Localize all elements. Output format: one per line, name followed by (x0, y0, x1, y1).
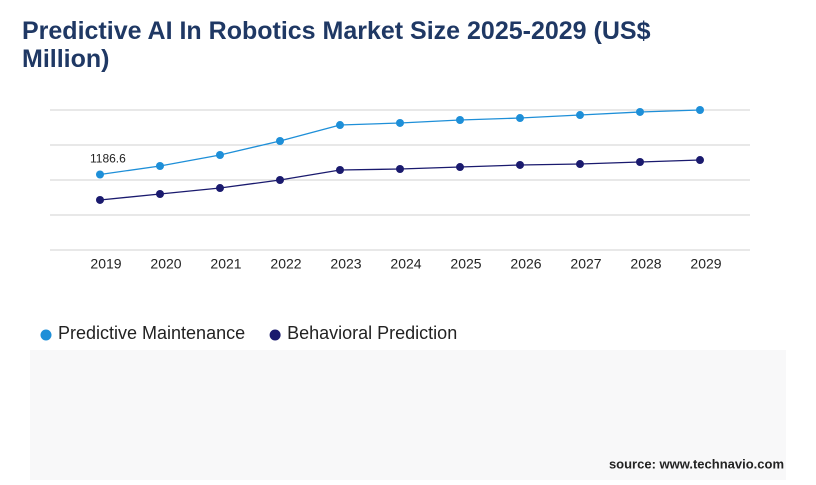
x-tick-label: 2021 (210, 256, 241, 272)
point (576, 160, 584, 169)
point (396, 118, 404, 127)
point (636, 157, 644, 166)
data-label: 1186.6 (90, 152, 126, 166)
point (216, 150, 224, 159)
x-tick-label: 2023 (330, 256, 361, 272)
x-tick-label: 2029 (690, 256, 721, 272)
point (396, 164, 404, 173)
point (276, 176, 284, 184)
x-tick-label: 2024 (390, 256, 421, 272)
point (336, 166, 344, 175)
point (96, 170, 104, 179)
legend-marker (269, 329, 281, 341)
x-tick-label: 2022 (270, 256, 301, 272)
legend-label: Predictive Maintenance (58, 323, 245, 343)
point (456, 163, 464, 172)
point (516, 160, 524, 169)
point (96, 195, 104, 204)
x-tick-label: 2027 (570, 256, 601, 272)
point (636, 107, 644, 116)
x-tick-label: 2025 (450, 256, 481, 272)
point (156, 190, 164, 198)
point (156, 162, 164, 170)
legend-marker (40, 329, 52, 341)
panel (30, 350, 786, 480)
chart-title: Predictive AI In Robotics Market Size 20… (22, 17, 651, 73)
point (336, 121, 344, 130)
point (456, 115, 464, 124)
legend-label: Behavioral Prediction (287, 323, 457, 343)
point (576, 111, 584, 120)
x-tick-label: 2019 (90, 256, 121, 272)
point (276, 136, 284, 145)
source: source: www.technavio.com (609, 456, 784, 471)
x-tick-label: 2020 (150, 256, 181, 272)
point (216, 184, 224, 193)
x-tick-label: 2026 (510, 256, 541, 272)
point (696, 106, 704, 114)
point (516, 114, 524, 123)
x-tick-label: 2028 (630, 256, 661, 272)
point (696, 156, 704, 165)
